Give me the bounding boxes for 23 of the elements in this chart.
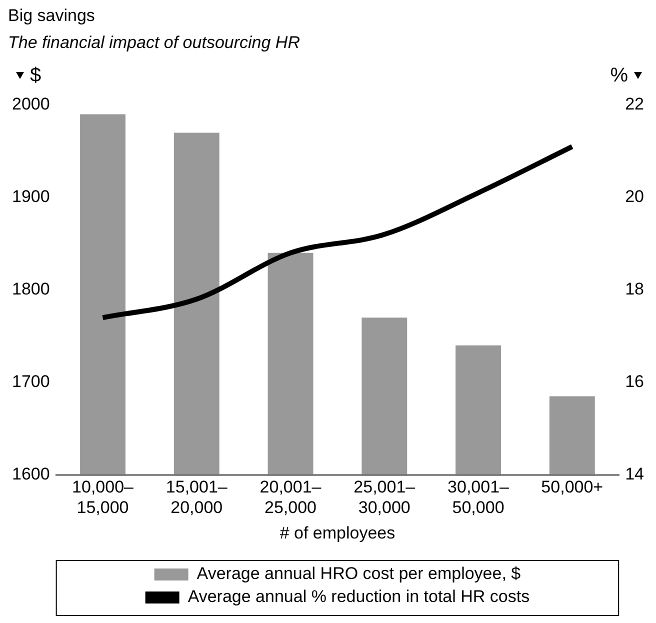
x-tick-label: 50,000+ <box>541 478 604 497</box>
x-tick-label: 20,001–25,000 <box>260 478 322 518</box>
y2-axis-title: % <box>610 64 628 87</box>
y2-tick-label: 14 <box>625 464 644 484</box>
y-tick-label: 1700 <box>12 372 50 392</box>
y-tick-label: 2000 <box>12 94 50 114</box>
y-tick-label: 1600 <box>12 464 50 484</box>
y2-tick-label: 22 <box>625 94 644 114</box>
y-tick-label: 1900 <box>12 187 50 206</box>
chart-title: Big savings <box>8 6 95 26</box>
x-tick-label: 10,000–15,000 <box>72 478 134 518</box>
legend-label: Average annual % reduction in total HR costs <box>188 587 530 606</box>
y-tick-label: 1800 <box>12 280 50 299</box>
y2-tick-label: 16 <box>625 372 644 392</box>
x-tick-label: 15,001–20,000 <box>166 478 228 518</box>
legend-label: Average annual HRO cost per employee, $ <box>196 564 522 584</box>
chart-subtitle: The financial impact of outsourcing HR <box>8 33 300 53</box>
x-axis-title: # of employees <box>280 523 396 542</box>
x-tick-label: 25,001–30,000 <box>354 478 416 518</box>
y2-tick-label: 20 <box>625 187 644 206</box>
x-tick-label: 30,001–50,000 <box>448 478 510 518</box>
y-axis-title: $ <box>30 64 42 87</box>
y2-tick-label: 18 <box>625 280 644 299</box>
